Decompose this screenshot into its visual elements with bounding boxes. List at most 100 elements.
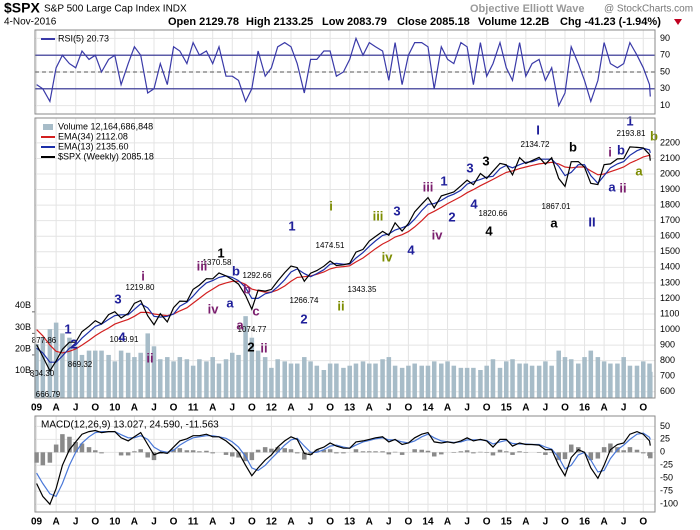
price-label: 666.79 xyxy=(36,390,61,399)
bar xyxy=(367,363,372,398)
bar xyxy=(138,352,143,398)
x-tick-label: J xyxy=(464,517,470,528)
bar xyxy=(484,452,489,453)
bar xyxy=(582,357,587,398)
wave-label: 1 xyxy=(440,173,447,188)
wave-label: b xyxy=(232,263,240,278)
bar xyxy=(621,450,626,453)
legend-label: RSI(5) 20.73 xyxy=(58,33,109,43)
bar xyxy=(504,361,509,398)
y-tick-label: -50 xyxy=(660,473,673,483)
wave-label: II xyxy=(588,214,595,229)
bar xyxy=(282,448,287,453)
bar xyxy=(360,361,366,398)
bar xyxy=(302,452,307,460)
x-tick-label: J xyxy=(73,403,79,414)
bar xyxy=(327,363,333,398)
y2-tick-label: 20B xyxy=(15,343,31,353)
bar xyxy=(118,452,124,456)
x-tick-label: A xyxy=(522,517,529,528)
bar xyxy=(288,363,294,398)
wave-label: iii xyxy=(197,258,208,273)
bar xyxy=(517,451,522,453)
x-tick-label: O xyxy=(170,403,178,414)
bar xyxy=(184,450,190,453)
wave-label: b xyxy=(650,128,658,143)
y-tick-label: 1700 xyxy=(660,215,680,225)
bar xyxy=(243,316,248,398)
bar xyxy=(86,350,92,398)
bar xyxy=(562,357,568,398)
bar xyxy=(60,333,65,398)
bar xyxy=(439,452,444,455)
bar xyxy=(568,359,574,398)
bar xyxy=(484,365,489,398)
bar xyxy=(125,352,131,398)
down-arrow xyxy=(674,19,682,25)
price-label: 2134.72 xyxy=(521,140,550,149)
wave-label: iii xyxy=(373,208,384,223)
legend-label: EMA(34) 2112.08 xyxy=(58,131,128,141)
bar xyxy=(197,451,202,453)
bar xyxy=(556,350,561,398)
wave-label: 3 xyxy=(114,291,121,306)
wave-label: 2 xyxy=(448,209,455,224)
bar xyxy=(576,363,581,398)
bar xyxy=(138,449,143,453)
bar xyxy=(562,452,568,460)
bar xyxy=(34,452,39,463)
bar xyxy=(249,337,255,398)
wave-label: 4 xyxy=(485,223,493,238)
bar xyxy=(67,337,72,398)
x-tick-label: 14 xyxy=(422,403,434,414)
bar xyxy=(608,443,613,453)
price-label: 1343.35 xyxy=(348,285,377,294)
x-tick-label: J xyxy=(308,403,314,414)
bar xyxy=(288,449,294,453)
legend-label: EMA(13) 2135.60 xyxy=(58,141,129,151)
bar xyxy=(386,357,392,398)
wave-label: i xyxy=(141,268,145,283)
wave-label: iv xyxy=(432,227,444,242)
wave-label: b xyxy=(617,142,625,157)
bar xyxy=(419,449,424,453)
y-tick-label: 700 xyxy=(660,371,675,381)
panel-title: MACD(12,26,9) 13.027, 24.590, -11.563 xyxy=(41,420,219,431)
bar xyxy=(595,357,601,398)
x-tick-label: J xyxy=(621,403,627,414)
x-tick-label: 11 xyxy=(188,403,199,414)
bar xyxy=(151,346,157,398)
bar xyxy=(47,329,53,398)
x-tick-label: A xyxy=(53,517,60,528)
bar xyxy=(588,350,594,398)
x-tick-label: A xyxy=(522,403,529,414)
bar xyxy=(177,448,183,453)
wave-label: 3 xyxy=(393,203,400,218)
x-tick-label: J xyxy=(229,517,235,528)
bar xyxy=(471,452,476,454)
bar xyxy=(360,451,366,453)
bar xyxy=(34,344,39,398)
panel-frame xyxy=(34,29,656,115)
date: 4-Nov-2016 xyxy=(4,17,57,28)
bar xyxy=(308,361,313,398)
price-label: 1292.66 xyxy=(243,271,272,280)
line xyxy=(36,36,651,108)
bar xyxy=(392,451,398,453)
price-label: 1867.01 xyxy=(542,202,571,211)
bar xyxy=(497,449,503,453)
x-tick-label: O xyxy=(91,403,99,414)
x-tick-label: 12 xyxy=(266,403,278,414)
y-tick-label: 0 xyxy=(660,447,665,457)
y-tick-label: 10 xyxy=(660,100,670,110)
bar xyxy=(190,450,196,453)
bar xyxy=(145,452,150,458)
bar xyxy=(504,451,509,453)
wave-label: 1 xyxy=(288,218,295,233)
bar xyxy=(93,350,98,398)
y-tick-label: 1600 xyxy=(660,231,680,241)
bar xyxy=(145,333,150,398)
wave-label: 3 xyxy=(466,160,473,175)
price-label: 1820.66 xyxy=(479,209,508,218)
wave-label: 3 xyxy=(482,153,489,168)
